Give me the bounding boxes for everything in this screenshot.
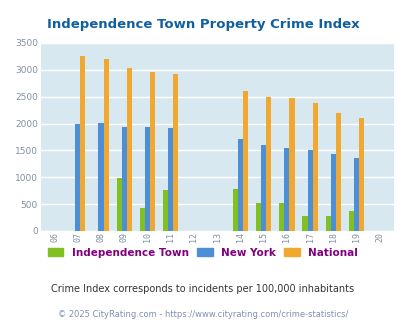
- Bar: [325, 216, 330, 231]
- Bar: [348, 211, 353, 231]
- Text: © 2025 CityRating.com - https://www.cityrating.com/crime-statistics/: © 2025 CityRating.com - https://www.city…: [58, 310, 347, 319]
- Bar: [163, 190, 168, 231]
- Bar: [75, 124, 80, 231]
- Bar: [302, 216, 307, 231]
- Bar: [122, 127, 126, 231]
- Bar: [330, 153, 335, 231]
- Bar: [353, 158, 358, 231]
- Bar: [358, 118, 363, 231]
- Bar: [145, 127, 150, 231]
- Bar: [126, 68, 132, 231]
- Bar: [289, 98, 294, 231]
- Bar: [260, 145, 266, 231]
- Bar: [243, 91, 247, 231]
- Bar: [335, 113, 340, 231]
- Bar: [116, 178, 121, 231]
- Bar: [266, 97, 271, 231]
- Bar: [80, 56, 85, 231]
- Bar: [312, 103, 317, 231]
- Bar: [150, 73, 155, 231]
- Bar: [103, 59, 109, 231]
- Bar: [173, 74, 178, 231]
- Bar: [237, 139, 243, 231]
- Text: Independence Town Property Crime Index: Independence Town Property Crime Index: [47, 18, 358, 31]
- Bar: [98, 123, 103, 231]
- Bar: [284, 148, 289, 231]
- Bar: [307, 150, 312, 231]
- Bar: [279, 203, 284, 231]
- Bar: [168, 128, 173, 231]
- Bar: [232, 188, 237, 231]
- Legend: Independence Town, New York, National: Independence Town, New York, National: [48, 248, 357, 258]
- Text: Crime Index corresponds to incidents per 100,000 inhabitants: Crime Index corresponds to incidents per…: [51, 284, 354, 294]
- Bar: [139, 209, 145, 231]
- Bar: [256, 203, 260, 231]
